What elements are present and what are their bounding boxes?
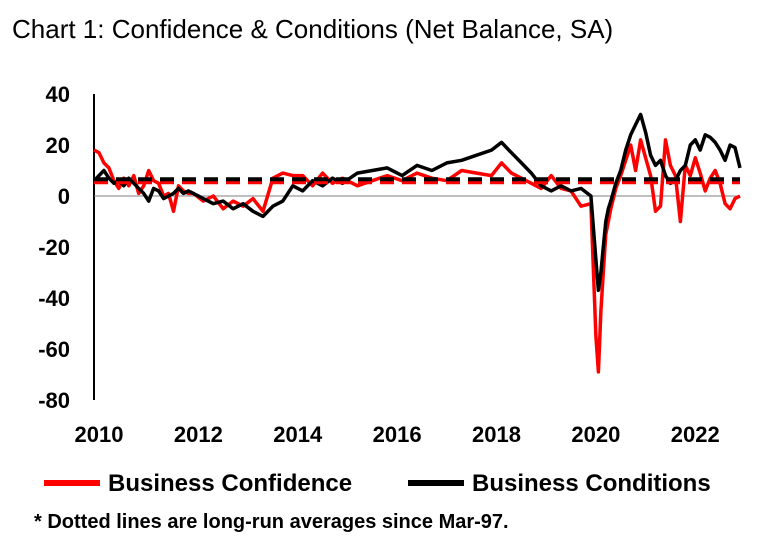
reference-lines [94, 177, 740, 185]
chart-title: Chart 1: Confidence & Conditions (Net Ba… [12, 14, 614, 44]
x-tick-label: 2022 [671, 422, 720, 447]
series-line-business-conditions [92, 112, 742, 293]
x-tick-label: 2020 [571, 422, 620, 447]
y-tick-labels: 40 20 0 -20 -40 -60 -80 [38, 82, 70, 413]
x-tick-label: 2012 [174, 422, 223, 447]
legend-label-confidence: Business Confidence [108, 470, 352, 497]
legend: Business Confidence Business Conditions [44, 470, 711, 497]
x-tick-labels: 2010 2012 2014 2016 2018 2020 2022 [74, 422, 719, 447]
series-line-business-confidence [93, 138, 741, 374]
y-tick-label: -40 [38, 286, 70, 311]
y-tick-label: -60 [38, 337, 70, 362]
y-tick-label: 40 [46, 82, 70, 107]
y-tick-label: 0 [58, 184, 70, 209]
x-tick-label: 2018 [472, 422, 521, 447]
y-tick-label: 20 [46, 133, 70, 158]
y-tick-label: -20 [38, 235, 70, 260]
x-tick-label: 2010 [74, 422, 123, 447]
x-tick-label: 2014 [273, 422, 323, 447]
y-tick-label: -80 [38, 388, 70, 413]
x-tick-label: 2016 [373, 422, 422, 447]
legend-label-conditions: Business Conditions [472, 470, 711, 497]
series-layer [92, 112, 742, 374]
footnote: * Dotted lines are long-run averages sin… [34, 511, 509, 533]
